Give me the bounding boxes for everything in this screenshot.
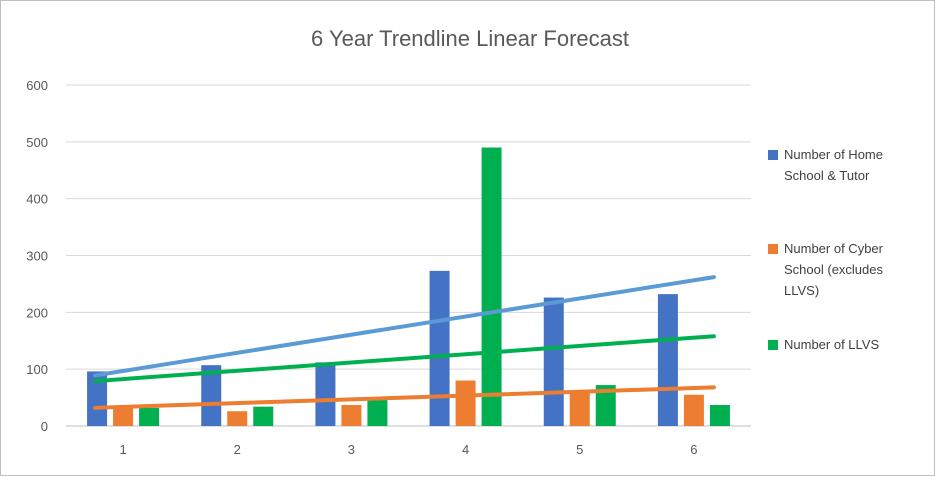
legend-swatch — [768, 150, 778, 160]
bar-s3-4 — [481, 147, 502, 426]
legend-label: Number of Home School & Tutor — [784, 147, 883, 183]
y-tick-label: 400 — [26, 192, 48, 207]
y-tick-label: 100 — [26, 362, 48, 377]
bar-s2-2 — [227, 411, 248, 426]
x-tick-label: 5 — [576, 442, 583, 457]
legend-swatch — [768, 244, 778, 254]
legend-label: Number of LLVS — [784, 337, 879, 352]
bar-s3-6 — [709, 404, 730, 426]
bar-s3-5 — [595, 385, 616, 426]
x-tick-label: 4 — [462, 442, 469, 457]
bar-s3-2 — [253, 406, 274, 426]
legend-label-line: Number of Home — [784, 147, 883, 162]
x-tick-label: 3 — [348, 442, 355, 457]
y-tick-label: 500 — [26, 135, 48, 150]
legend-label-line: School & Tutor — [784, 168, 870, 183]
y-tick-label: 200 — [26, 305, 48, 320]
bar-s1-2 — [201, 365, 222, 426]
y-tick-label: 300 — [26, 249, 48, 264]
legend-label-line: LLVS) — [784, 283, 819, 298]
x-tick-label: 2 — [234, 442, 241, 457]
trendline-s3 — [93, 334, 716, 384]
bar-s2-5 — [569, 391, 590, 426]
bar-s2-4 — [455, 380, 476, 426]
trendlines — [93, 275, 716, 410]
trendline-s2 — [93, 385, 716, 410]
legend-label-line: Number of LLVS — [784, 337, 879, 352]
y-tick-label: 600 — [26, 78, 48, 93]
legend-label-line: School (excludes — [784, 262, 883, 277]
bar-s3-3 — [367, 399, 388, 426]
bar-s2-1 — [113, 405, 134, 426]
bar-s3-1 — [139, 407, 160, 426]
gridlines — [66, 84, 751, 427]
chart-title: 6 Year Trendline Linear Forecast — [311, 26, 629, 51]
bar-s2-6 — [683, 394, 704, 426]
legend-label-line: Number of Cyber — [784, 241, 884, 256]
x-tick-label: 6 — [690, 442, 697, 457]
legend-swatch — [768, 340, 778, 350]
bar-s1-1 — [87, 371, 108, 426]
x-tick-label: 1 — [119, 442, 126, 457]
legend-label: Number of Cyber School (excludes LLVS) — [784, 241, 884, 298]
bar-s1-6 — [657, 294, 678, 426]
bar-s1-5 — [543, 297, 564, 426]
bar-s1-3 — [315, 362, 336, 426]
legend: Number of Home School & Tutor Number of Cy… — [768, 147, 884, 352]
trendline-s1 — [93, 275, 716, 378]
y-axis-ticks: 0 100 200 300 400 500 600 — [26, 78, 48, 434]
x-axis-ticks: 1 2 3 4 5 6 — [119, 442, 697, 457]
y-tick-label: 0 — [41, 419, 48, 434]
bar-s2-3 — [341, 404, 362, 426]
bar-s1-4 — [429, 270, 450, 426]
bars — [87, 147, 730, 426]
